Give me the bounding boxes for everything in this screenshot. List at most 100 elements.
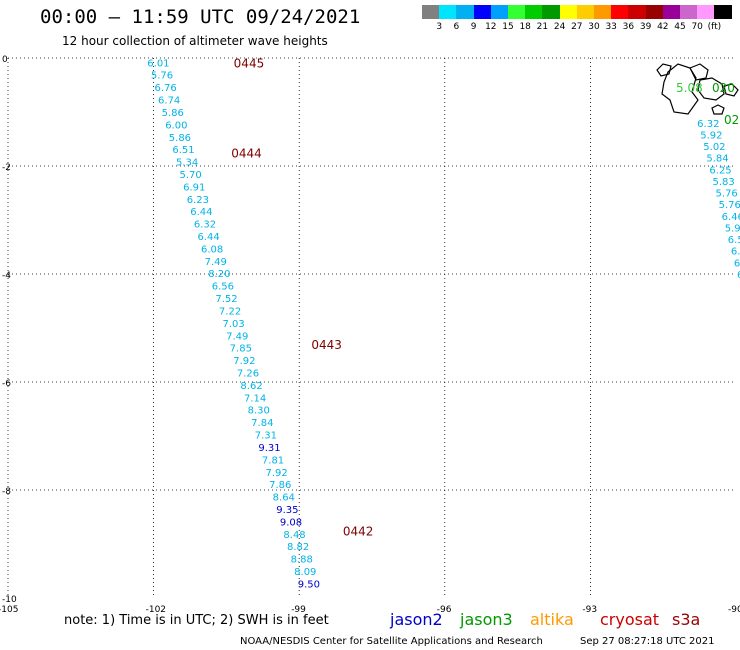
page-subtitle: 12 hour collection of altimeter wave hei… [62,34,328,48]
swh-value: 5.76 [716,189,738,200]
lon-tick-label: -102 [146,605,166,615]
swh-value: 7.85 [230,344,252,355]
time-label: 0444 [231,147,262,161]
swh-value: 6. [734,258,740,269]
time-label: 0442 [343,525,374,539]
swh-value: 020 [712,81,735,95]
swh-value: 6.44 [197,232,219,243]
legend-swatch [525,5,544,19]
island-outline [697,77,725,101]
swh-value: 7.14 [244,393,266,404]
legend-label: 30 [588,22,600,32]
legend-label: (ft) [707,22,722,32]
lon-tick-label: -99 [291,605,306,615]
time-label: 0445 [234,56,265,70]
lat-tick-label: -4 [2,271,11,281]
legend-swatch [680,5,698,19]
swh-value: 6.76 [154,83,176,94]
legend-swatch [611,5,630,19]
swh-value: 7.03 [223,319,245,330]
legend-swatch [456,5,475,19]
swh-value: 6.91 [183,182,205,193]
legend-swatch [542,5,561,19]
time-label: 0443 [311,338,342,352]
swh-value: 9.31 [258,443,280,454]
lon-tick-label: -93 [582,605,597,615]
swh-value: 6.44 [190,207,212,218]
island-outline [661,63,699,115]
legend-label: 70 [691,22,703,32]
swh-value: 8.30 [248,406,270,417]
swh-value: 5.97 [725,223,740,234]
swh-value: 8.48 [283,530,305,541]
lat-tick-label: 0 [2,55,8,65]
swh-value: 6.56 [212,282,234,293]
swh-value: 6.46 [722,212,740,223]
legend-label: 15 [502,22,514,32]
swh-value: 7.84 [251,418,273,429]
swh-value: 6.51 [172,145,194,156]
island-outline [723,83,739,97]
lon-tick-label: -96 [437,605,452,615]
swh-value: 7.81 [262,455,284,466]
satellite-label-s3a: s3a [672,610,701,629]
swh-value: 5.83 [712,177,734,188]
legend-label: 3 [436,22,443,32]
swh-value: 5.70 [180,170,202,181]
legend-label: 33 [605,22,617,32]
legend-label: 21 [536,22,549,32]
swh-value: 8.82 [287,542,309,553]
swh-value: 8.20 [208,269,230,280]
swh-value: 6.74 [158,96,180,107]
legend-swatch [439,5,458,19]
island-outline [656,63,672,77]
legend-label: 12 [485,22,497,32]
swh-value: 7.86 [269,480,291,491]
swh-value: 6.25 [709,165,731,176]
legend-label: 27 [571,22,583,32]
swh-value: 8.09 [294,567,316,578]
legend-label: 39 [639,22,652,32]
legend-swatch [473,5,492,19]
swh-value: 5.76 [719,200,740,211]
legend-swatch [714,5,733,19]
swh-value: 5.84 [706,154,728,165]
swh-value: 5.34 [176,158,198,169]
legend-label: 24 [553,22,566,32]
swh-value: 02 [724,113,739,127]
legend-swatch [594,5,612,19]
legend-swatch [662,5,681,19]
legend-swatch [508,5,526,19]
swh-value: 7.49 [226,331,248,342]
satellite-label-jason2: jason2 [390,610,443,629]
legend-swatch [422,5,440,19]
swh-value: 5.92 [700,130,722,141]
legend-swatch [576,5,595,19]
swh-value: 6.00 [165,120,187,131]
legend-label: 18 [519,22,531,32]
lon-tick-label: -90 [728,605,740,615]
swh-value: 7.92 [233,356,255,367]
legend-label: 45 [674,22,686,32]
credit-timestamp: Sep 27 08:27:18 UTC 2021 [580,636,715,647]
swh-value: 6.08 [201,244,223,255]
satellite-label-cryosat: cryosat [600,610,660,629]
credit-text: NOAA/NESDIS Center for Satellite Applica… [240,636,543,647]
swh-value: 8.62 [240,381,262,392]
swh-value: 5.02 [703,142,725,153]
legend-swatch [559,5,578,19]
page-title: 00:00 – 11:59 UTC 09/24/2021 [40,6,361,28]
swh-value: 7.26 [237,368,259,379]
legend-swatch [628,5,647,19]
swh-value: 9.50 [298,579,320,590]
island-outline [689,63,709,81]
lat-tick-label: -8 [2,487,11,497]
swh-value: 8.64 [273,493,295,504]
swh-value: 6.5 [728,235,740,246]
satellite-label-jason3: jason3 [460,610,513,629]
legend-label: 6 [453,22,460,32]
swh-value: 6. [731,247,740,258]
swh-value: 8.88 [291,555,313,566]
legend-label: 9 [470,22,477,32]
